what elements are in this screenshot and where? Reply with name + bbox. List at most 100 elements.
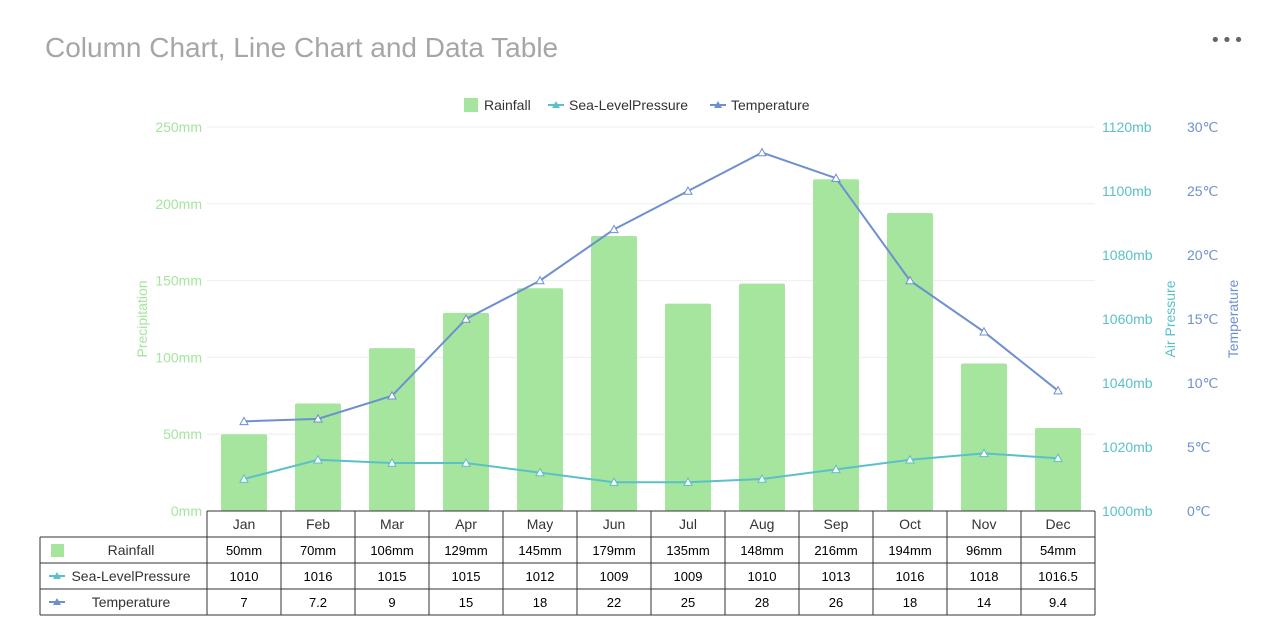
temperature-axis-tick-label: 25℃	[1187, 183, 1218, 199]
table-cell: 18	[533, 595, 547, 610]
table-cell: 194mm	[888, 543, 931, 558]
temperature-axis-tick-label: 15℃	[1187, 311, 1218, 327]
table-cell: 9	[388, 595, 395, 610]
x-axis-category-label: Mar	[380, 516, 404, 532]
temperature-point	[387, 390, 397, 400]
table-row-label: Temperature	[92, 594, 171, 610]
temperature-point	[609, 224, 619, 234]
temperature-point	[831, 173, 841, 182]
pressure-axis-tick-label: 1100mb	[1102, 183, 1152, 199]
table-cell: 1016.5	[1038, 569, 1078, 584]
table-cell: 1013	[822, 569, 851, 584]
more-options-icon[interactable]: •••	[1210, 30, 1245, 51]
table-cell: 1015	[452, 569, 481, 584]
table-cell: 1016	[304, 569, 333, 584]
pressure-axis-tick-label: 1120mb	[1102, 119, 1152, 135]
table-cell: 145mm	[518, 543, 561, 558]
temperature-axis-tick-label: 0℃	[1187, 503, 1211, 519]
temperature-axis-title: Temperature	[1225, 279, 1241, 358]
temperature-axis-tick-label: 30℃	[1187, 119, 1218, 135]
temperature-point	[1053, 385, 1063, 395]
left-axis-title: Precipitation	[134, 280, 150, 357]
table-cell: 216mm	[814, 543, 857, 558]
left-axis-tick-label: 50mm	[163, 426, 202, 442]
table-cell: 1012	[526, 569, 555, 584]
rainfall-bar	[665, 303, 711, 511]
pressure-point	[461, 457, 471, 467]
temperature-point	[461, 313, 471, 323]
x-axis-category-label: Jan	[233, 516, 256, 532]
pressure-point	[239, 473, 249, 483]
x-axis-category-label: Nov	[972, 516, 997, 532]
x-axis-category-label: Oct	[899, 516, 921, 532]
rainfall-bar	[517, 288, 563, 511]
x-axis-category-label: Dec	[1046, 516, 1071, 532]
temperature-legend-marker-icon	[714, 101, 722, 108]
pressure-axis-tick-label: 1040mb	[1102, 375, 1153, 391]
temperature-axis-tick-label: 5℃	[1187, 439, 1211, 455]
pressure-point	[757, 473, 767, 483]
table-cell: 7	[240, 595, 247, 610]
table-cell: 15	[459, 595, 473, 610]
pressure-axis-title: Air Pressure	[1162, 280, 1178, 357]
pressure-axis-tick-label: 1060mb	[1102, 311, 1153, 327]
table-cell: 7.2	[309, 595, 327, 610]
temperature-point	[905, 275, 915, 285]
table-row-label: Rainfall	[108, 542, 155, 558]
pressure-line	[243, 452, 1059, 484]
pressure-legend-marker-icon	[552, 101, 560, 108]
left-axis-tick-label: 250mm	[155, 119, 202, 135]
table-cell: 70mm	[300, 543, 336, 558]
temperature-line	[243, 151, 1059, 423]
table-cell: 1016	[896, 569, 925, 584]
left-axis-tick-label: 0mm	[171, 503, 202, 519]
table-cell: 1010	[230, 569, 259, 584]
table-cell: 135mm	[666, 543, 709, 558]
table-cell: 179mm	[592, 543, 635, 558]
temperature-axis-tick-label: 10℃	[1187, 375, 1218, 391]
table-cell: 129mm	[444, 543, 487, 558]
temperature-point	[313, 413, 323, 423]
x-axis-category-label: Apr	[455, 516, 477, 532]
rainfall-bar	[739, 283, 785, 511]
pressure-point	[387, 457, 397, 467]
table-cell: 50mm	[226, 543, 262, 558]
legend-rainfall-swatch	[464, 98, 478, 112]
x-axis-category-label: May	[527, 516, 553, 532]
table-cell: 26	[829, 595, 843, 610]
pressure-point	[535, 467, 545, 477]
table-cell: 9.4	[1049, 595, 1067, 610]
table-cell: 96mm	[966, 543, 1002, 558]
pressure-axis-tick-label: 1000mb	[1102, 503, 1153, 519]
x-axis-category-label: Jun	[603, 516, 626, 532]
pressure-point	[979, 448, 989, 458]
x-axis-category-label: Feb	[306, 516, 330, 532]
pressure-axis-tick-label: 1020mb	[1102, 439, 1153, 455]
rainfall-bar	[813, 179, 859, 511]
table-cell: 28	[755, 595, 769, 610]
x-axis-category-label: Aug	[750, 516, 775, 532]
rainfall-bar	[221, 434, 267, 511]
table-temperature-marker-icon	[53, 598, 61, 605]
left-axis-tick-label: 150mm	[155, 273, 202, 289]
temperature-point	[757, 147, 767, 157]
left-axis-tick-label: 200mm	[155, 196, 202, 212]
table-cell: 54mm	[1040, 543, 1076, 558]
temperature-point	[535, 275, 545, 285]
table-cell: 22	[607, 595, 621, 610]
rainfall-bar	[961, 363, 1007, 511]
legend-rainfall-label: Rainfall	[484, 97, 531, 113]
table-rainfall-swatch	[51, 544, 64, 557]
pressure-point	[313, 454, 323, 464]
temperature-axis-tick-label: 20℃	[1187, 247, 1218, 263]
table-cell: 1018	[970, 569, 999, 584]
table-cell: 25	[681, 595, 695, 610]
table-cell: 1009	[674, 569, 703, 584]
left-axis-tick-label: 100mm	[155, 349, 202, 365]
pressure-point	[905, 454, 915, 464]
table-cell: 1009	[600, 569, 629, 584]
chart-title: Column Chart, Line Chart and Data Table	[45, 32, 559, 63]
x-axis-category-label: Jul	[679, 516, 697, 532]
legend-temperature-label: Temperature	[731, 97, 810, 113]
